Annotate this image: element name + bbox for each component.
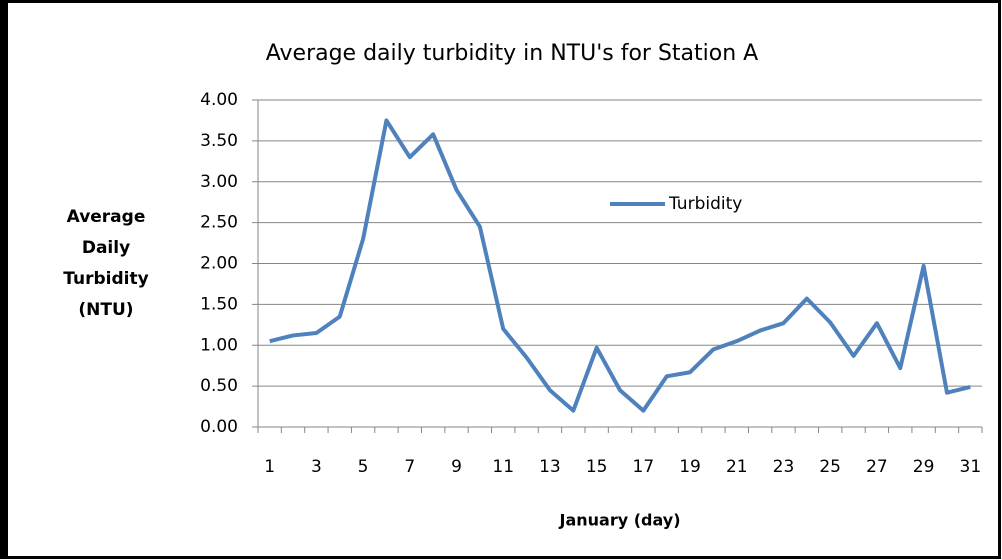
x-tick-label: 17 bbox=[633, 457, 655, 477]
y-tick-label: 2.50 bbox=[200, 213, 238, 233]
x-tick-label: 7 bbox=[404, 457, 415, 477]
x-tick-label: 19 bbox=[679, 457, 701, 477]
x-tick-label: 25 bbox=[819, 457, 841, 477]
y-axis-label: Average Daily Turbidity (NTU) bbox=[63, 207, 148, 320]
x-tick-label: 23 bbox=[773, 457, 795, 477]
chart-title: Average daily turbidity in NTU's for Sta… bbox=[266, 41, 758, 66]
x-tick-label: 13 bbox=[539, 457, 561, 477]
legend-label: Turbidity bbox=[668, 194, 742, 214]
y-tick-label: 3.50 bbox=[200, 131, 238, 151]
x-tick-label: 27 bbox=[866, 457, 888, 477]
y-tick-label: 1.50 bbox=[200, 294, 238, 314]
y-tick-label: 1.00 bbox=[200, 335, 238, 355]
x-tick-label: 1 bbox=[264, 457, 275, 477]
x-tick-label: 29 bbox=[913, 457, 935, 477]
x-axis-label: January (day) bbox=[558, 511, 680, 530]
frame-edge bbox=[1, 1, 8, 559]
y-tick-label: 3.00 bbox=[200, 172, 238, 192]
x-tick-label: 21 bbox=[726, 457, 748, 477]
x-tick-label: 5 bbox=[358, 457, 369, 477]
y-tick-label: 0.00 bbox=[200, 417, 238, 437]
line-series bbox=[269, 118, 971, 413]
y-tick-label: 0.50 bbox=[200, 376, 238, 396]
x-tick-label: 31 bbox=[960, 457, 982, 477]
y-tick-label: 4.00 bbox=[200, 90, 238, 110]
x-tick-label: 15 bbox=[586, 457, 608, 477]
x-tick-label: 3 bbox=[311, 457, 322, 477]
y-tick-label: 2.00 bbox=[200, 254, 238, 274]
x-tick-label: 11 bbox=[492, 457, 514, 477]
x-tick-label: 9 bbox=[451, 457, 462, 477]
